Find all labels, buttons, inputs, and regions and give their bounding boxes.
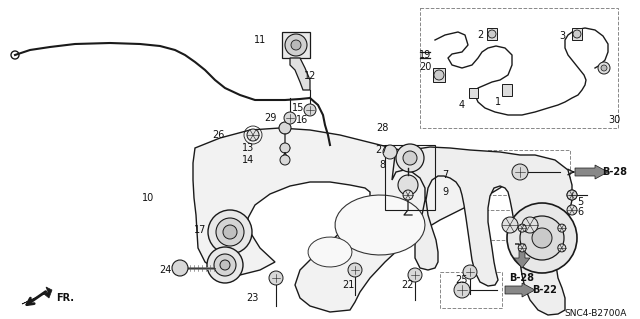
- Ellipse shape: [463, 265, 477, 279]
- Ellipse shape: [220, 260, 230, 270]
- Polygon shape: [290, 58, 310, 90]
- Text: 3: 3: [559, 31, 565, 41]
- Ellipse shape: [207, 247, 243, 283]
- Text: 21: 21: [342, 280, 354, 290]
- Text: 4: 4: [459, 100, 465, 110]
- Text: 14: 14: [242, 155, 254, 165]
- Text: 8: 8: [379, 160, 385, 170]
- Text: 19: 19: [419, 50, 431, 60]
- Polygon shape: [469, 88, 478, 98]
- Ellipse shape: [269, 271, 283, 285]
- Polygon shape: [22, 287, 52, 304]
- Ellipse shape: [598, 62, 610, 74]
- Text: 22: 22: [402, 280, 414, 290]
- Polygon shape: [487, 28, 497, 40]
- Ellipse shape: [567, 190, 577, 200]
- Text: 17: 17: [194, 225, 206, 235]
- Polygon shape: [193, 128, 510, 312]
- Text: SNC4-B2700A: SNC4-B2700A: [565, 308, 627, 317]
- Text: 30: 30: [608, 115, 620, 125]
- Ellipse shape: [223, 225, 237, 239]
- Text: 5: 5: [577, 197, 583, 207]
- Text: 28: 28: [376, 123, 388, 133]
- Ellipse shape: [512, 164, 528, 180]
- Ellipse shape: [408, 268, 422, 282]
- Ellipse shape: [216, 218, 244, 246]
- Ellipse shape: [601, 65, 607, 71]
- Ellipse shape: [502, 217, 518, 233]
- Text: 6: 6: [577, 207, 583, 217]
- Ellipse shape: [567, 190, 577, 200]
- Text: 29: 29: [264, 113, 276, 123]
- Ellipse shape: [280, 143, 290, 153]
- Ellipse shape: [284, 112, 296, 124]
- Ellipse shape: [558, 244, 566, 252]
- Text: B-28: B-28: [509, 273, 534, 283]
- Ellipse shape: [396, 144, 424, 172]
- Ellipse shape: [291, 40, 301, 50]
- Polygon shape: [392, 147, 572, 315]
- Text: 10: 10: [142, 193, 154, 203]
- Polygon shape: [433, 68, 445, 82]
- Text: 7: 7: [442, 170, 448, 180]
- Polygon shape: [308, 237, 352, 267]
- Ellipse shape: [208, 210, 252, 254]
- Text: 1: 1: [495, 97, 501, 107]
- Ellipse shape: [518, 224, 526, 232]
- Text: 26: 26: [212, 130, 224, 140]
- Ellipse shape: [214, 254, 236, 276]
- Ellipse shape: [348, 263, 362, 277]
- Text: 13: 13: [242, 143, 254, 153]
- Text: 24: 24: [159, 265, 171, 275]
- Ellipse shape: [567, 205, 577, 215]
- Text: 11: 11: [254, 35, 266, 45]
- Text: B-28: B-28: [602, 167, 627, 177]
- Ellipse shape: [507, 203, 577, 273]
- Polygon shape: [575, 165, 608, 179]
- Text: 27: 27: [376, 145, 388, 155]
- Ellipse shape: [172, 260, 188, 276]
- Ellipse shape: [532, 228, 552, 248]
- Text: 25: 25: [456, 275, 468, 285]
- Ellipse shape: [304, 104, 316, 116]
- Ellipse shape: [518, 244, 526, 252]
- Ellipse shape: [279, 122, 291, 134]
- Text: 15: 15: [292, 103, 304, 113]
- Ellipse shape: [522, 217, 538, 233]
- Ellipse shape: [383, 145, 397, 159]
- Ellipse shape: [573, 30, 581, 38]
- Ellipse shape: [520, 216, 564, 260]
- Text: 16: 16: [296, 115, 308, 125]
- Ellipse shape: [403, 190, 413, 200]
- Ellipse shape: [434, 70, 444, 80]
- Ellipse shape: [403, 151, 417, 165]
- Text: 9: 9: [442, 187, 448, 197]
- Polygon shape: [282, 32, 310, 58]
- Ellipse shape: [488, 30, 496, 38]
- Ellipse shape: [558, 224, 566, 232]
- Text: 12: 12: [304, 71, 316, 81]
- Ellipse shape: [398, 175, 418, 195]
- Text: 23: 23: [246, 293, 258, 303]
- Ellipse shape: [285, 34, 307, 56]
- Polygon shape: [502, 84, 512, 96]
- Polygon shape: [572, 28, 582, 40]
- Ellipse shape: [280, 155, 290, 165]
- Polygon shape: [335, 195, 425, 255]
- Ellipse shape: [247, 129, 259, 141]
- Polygon shape: [505, 283, 535, 297]
- Ellipse shape: [454, 282, 470, 298]
- Text: 2: 2: [477, 30, 483, 40]
- Polygon shape: [514, 244, 530, 268]
- Text: FR.: FR.: [56, 293, 74, 303]
- Text: 20: 20: [419, 62, 431, 72]
- Text: B-22: B-22: [532, 285, 557, 295]
